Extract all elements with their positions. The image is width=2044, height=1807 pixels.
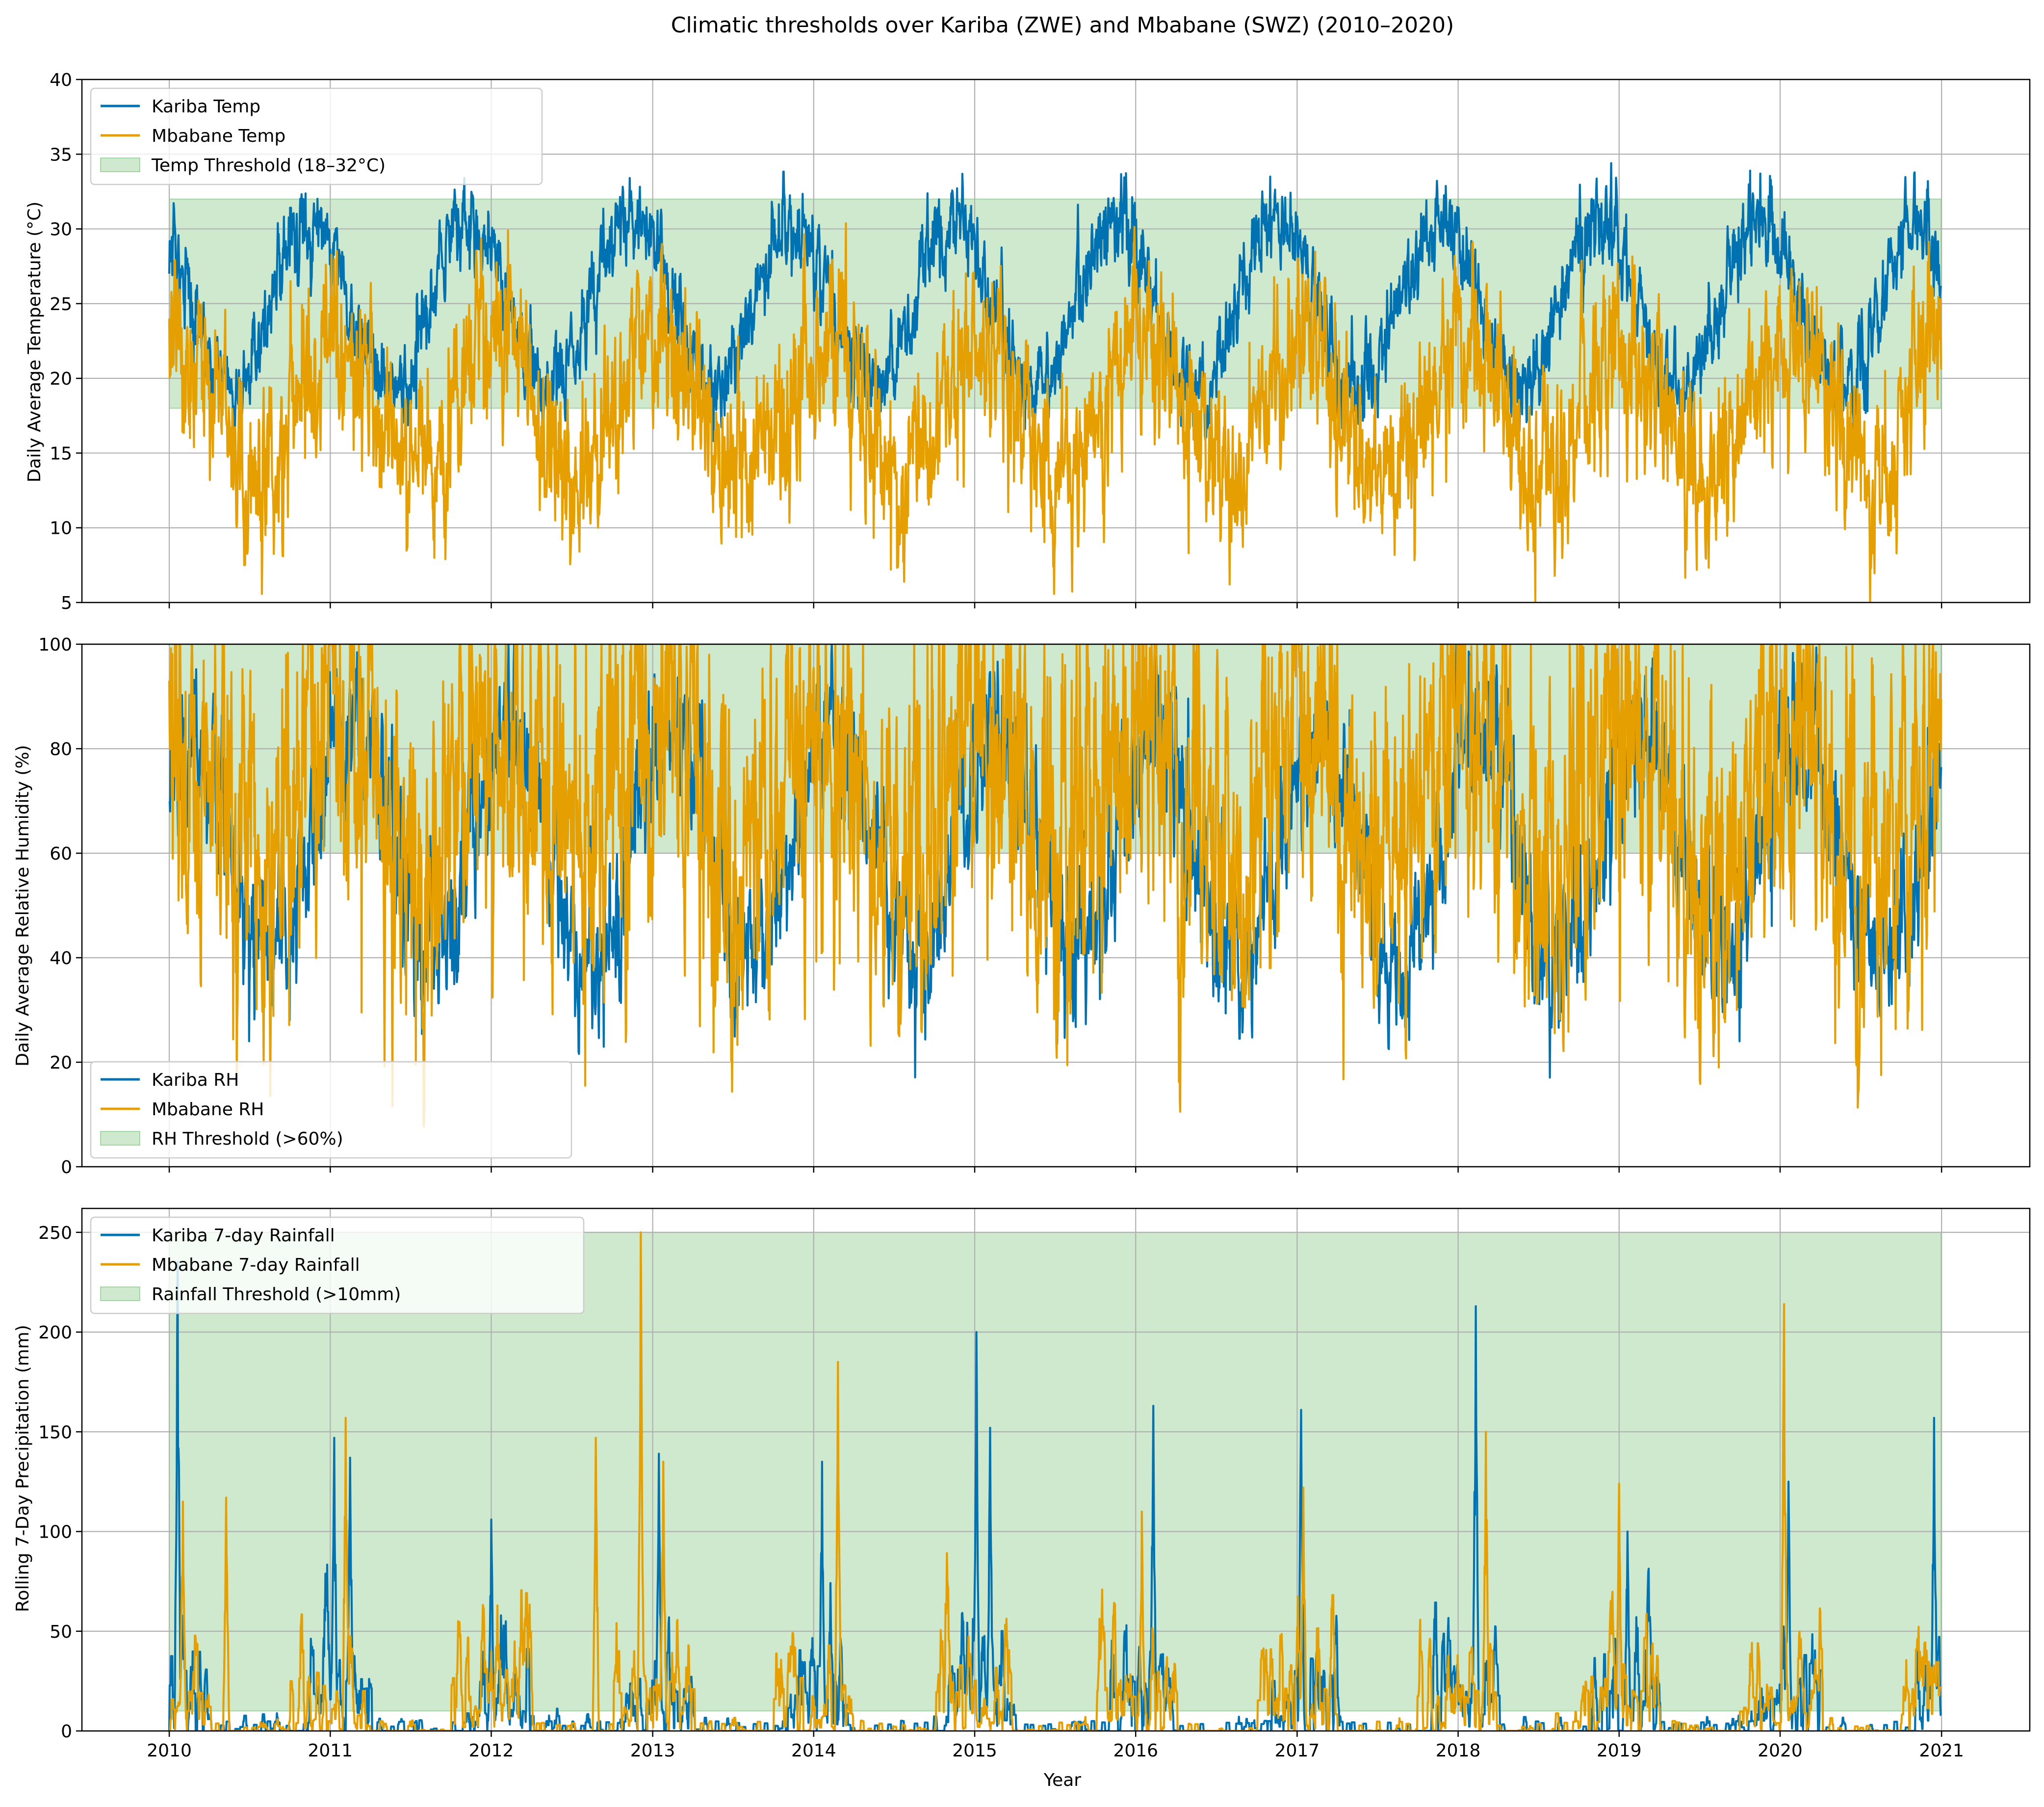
y-tick-label: 250: [38, 1223, 72, 1243]
y-tick-label: 25: [50, 294, 72, 314]
y-tick-label: 20: [50, 369, 72, 389]
y-tick-label: 50: [50, 1622, 72, 1642]
legend-box: [90, 1216, 585, 1314]
x-tick-label: 2013: [630, 1741, 675, 1761]
legend-label: Mbabane Temp: [152, 126, 285, 146]
y-tick-label: 20: [50, 1053, 72, 1073]
legend-label: Kariba 7-day Rainfall: [152, 1226, 335, 1246]
humidity-plot: 0 20 40 60 80 100 Kariba RH Mbabane RH RH Thresh…: [38, 635, 2031, 1178]
humidity-y-label: Daily Average Relative Humidity (%): [13, 745, 33, 1066]
legend-label: Temp Threshold (18–32°C): [151, 156, 386, 176]
humidity-panel: Daily Average Relative Humidity (%) 0 20 4…: [13, 635, 2031, 1178]
x-tick-label: 2017: [1275, 1741, 1320, 1761]
y-tick-label: 15: [50, 444, 72, 464]
x-tick-label: 2020: [1758, 1741, 1803, 1761]
legend-label: Mbabane RH: [152, 1100, 264, 1120]
y-tick-label: 5: [61, 593, 72, 613]
rainfall-plot: 0 50 100 150 200 250 2010 2011 2012 2013 2014 2015 2…: [38, 1207, 2031, 1761]
temperature-panel: Daily Average Temperature (°C) 5 10 15 20 25…: [25, 70, 2031, 613]
y-tick-label: 0: [61, 1157, 72, 1178]
legend-patch-swatch: [100, 1286, 140, 1301]
x-axis-label: Year: [1043, 1770, 1081, 1790]
axes-frame: [81, 79, 2031, 603]
axes-frame: [81, 1207, 2031, 1732]
legend-patch-swatch: [100, 157, 140, 172]
figure-title: Climatic thresholds over Kariba (ZWE) an…: [671, 13, 1454, 38]
legend-box: [90, 1061, 572, 1159]
x-tick-label: 2018: [1436, 1741, 1481, 1761]
y-tick-label: 30: [50, 220, 72, 240]
y-tick-label: 35: [50, 145, 72, 165]
rainfall-y-label: Rolling 7-Day Precipitation (mm): [13, 1325, 33, 1612]
y-tick-label: 80: [50, 739, 72, 759]
y-tick-label: 100: [38, 635, 72, 655]
legend: Kariba RH Mbabane RH RH Threshold (>60%): [90, 1061, 572, 1159]
y-tick-label: 0: [61, 1722, 72, 1742]
rainfall-panel: Rolling 7-Day Precipitation (mm) 0 50 100 1…: [13, 1207, 2031, 1761]
temperature-y-label: Daily Average Temperature (°C): [25, 202, 45, 483]
y-tick-label: 40: [50, 948, 72, 969]
legend: Kariba 7-day Rainfall Mbabane 7-day Rainf…: [90, 1216, 585, 1314]
legend-label: Kariba Temp: [152, 97, 260, 117]
x-tick-label: 2015: [952, 1741, 997, 1761]
y-tick-label: 40: [50, 70, 72, 90]
y-tick-label: 60: [50, 844, 72, 864]
legend-label: Kariba RH: [152, 1070, 239, 1090]
legend-box: [90, 87, 543, 185]
legend-label: Mbabane 7-day Rainfall: [152, 1255, 360, 1275]
y-tick-label: 100: [38, 1522, 72, 1543]
temperature-plot: 5 10 15 20 25 30 35 40 Kariba Temp Mbabane Temp Te…: [50, 70, 2031, 613]
series-line-mbabane-7-day-rainfall: [168, 1231, 1942, 1731]
series-line-mbabane-temp: [168, 222, 1942, 602]
x-tick-label: 2021: [1919, 1741, 1964, 1761]
legend-label: RH Threshold (>60%): [152, 1129, 343, 1149]
legend-label: Rainfall Threshold (>10mm): [152, 1284, 401, 1305]
y-tick-label: 200: [38, 1323, 72, 1343]
x-tick-label: 2011: [308, 1741, 353, 1761]
x-tick-label: 2012: [469, 1741, 514, 1761]
x-tick-label: 2014: [791, 1741, 836, 1761]
x-tick-label: 2019: [1597, 1741, 1642, 1761]
y-tick-label: 150: [38, 1422, 72, 1442]
x-tick-label: 2016: [1113, 1741, 1158, 1761]
series-line-mbabane-rh: [168, 644, 1942, 1128]
axes-frame: [81, 643, 2031, 1168]
legend-patch-swatch: [100, 1131, 140, 1146]
y-tick-label: 10: [50, 519, 72, 539]
legend: Kariba Temp Mbabane Temp Temp Threshold (1…: [90, 87, 543, 185]
series-line-kariba-temp: [168, 162, 1942, 452]
x-tick-label: 2010: [147, 1741, 192, 1761]
